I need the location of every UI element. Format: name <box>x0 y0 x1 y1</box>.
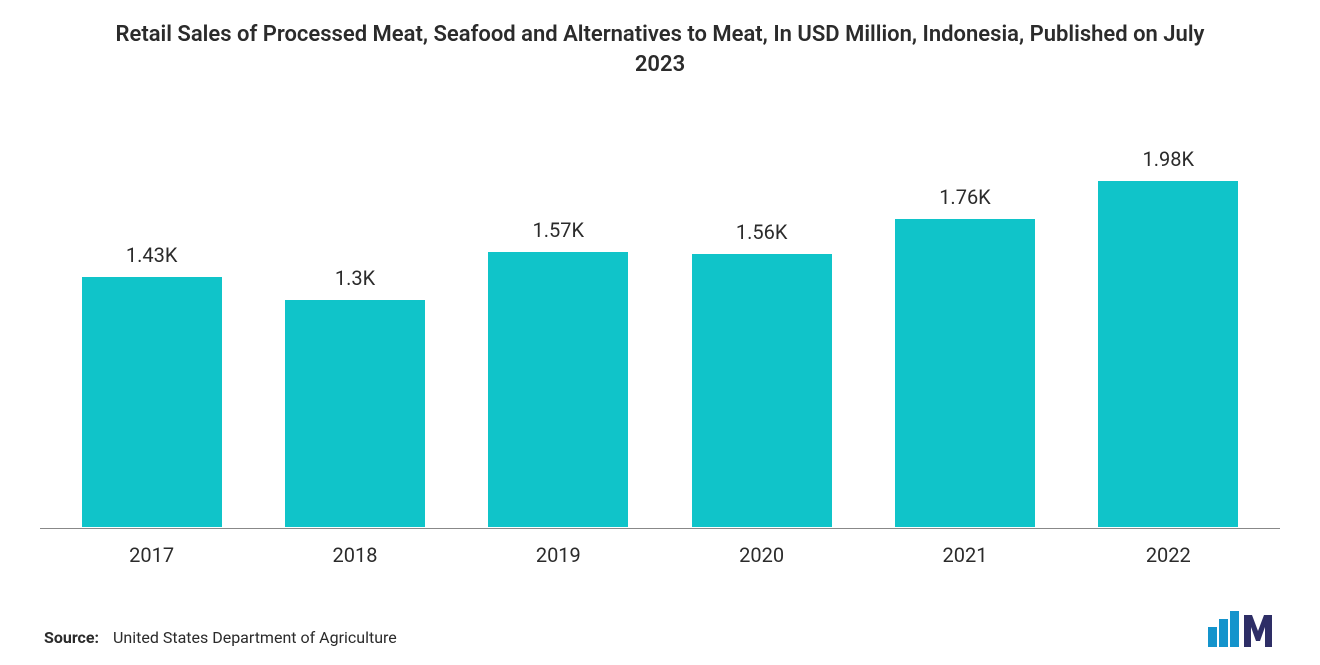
bar <box>895 219 1035 527</box>
chart-x-axis: 2017 2018 2019 2020 2021 2022 <box>40 528 1280 567</box>
brand-logo-icon <box>1208 609 1276 647</box>
bar-group: 1.56K <box>687 220 837 527</box>
x-axis-tick: 2021 <box>890 543 1040 567</box>
bar-value-label: 1.56K <box>736 220 788 244</box>
bar-group: 1.57K <box>483 218 633 527</box>
bar-group: 1.3K <box>280 266 430 528</box>
x-axis-tick: 2019 <box>483 543 633 567</box>
bar-value-label: 1.3K <box>335 266 375 290</box>
x-axis-tick: 2022 <box>1093 543 1243 567</box>
bar <box>82 277 222 527</box>
bar <box>692 254 832 527</box>
bar-group: 1.76K <box>890 185 1040 527</box>
bar-value-label: 1.57K <box>533 218 585 242</box>
source-text: United States Department of Agriculture <box>113 628 397 647</box>
source-label: Source: <box>44 628 99 647</box>
bar-group: 1.43K <box>77 243 227 527</box>
chart-footer: Source: United States Department of Agri… <box>40 609 1280 647</box>
chart-plot-area: 1.43K 1.3K 1.57K 1.56K 1.76K 1.98K <box>40 119 1280 528</box>
bar-group: 1.98K <box>1093 147 1243 528</box>
x-axis-tick: 2018 <box>280 543 430 567</box>
chart-title: Retail Sales of Processed Meat, Seafood … <box>110 20 1210 79</box>
bar-value-label: 1.76K <box>939 185 991 209</box>
bar-value-label: 1.98K <box>1143 147 1195 171</box>
bar-value-label: 1.43K <box>126 243 178 267</box>
brand-logo <box>1208 609 1276 647</box>
source-line: Source: United States Department of Agri… <box>44 628 397 647</box>
bar <box>1098 181 1238 528</box>
bar <box>488 252 628 527</box>
x-axis-tick: 2020 <box>687 543 837 567</box>
x-axis-tick: 2017 <box>77 543 227 567</box>
bar <box>285 300 425 528</box>
